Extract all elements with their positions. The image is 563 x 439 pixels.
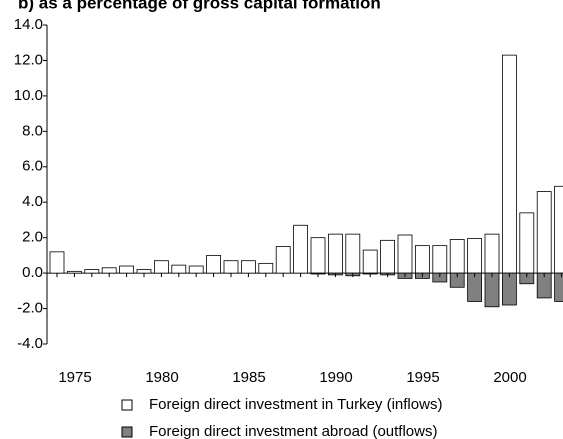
- bar: [554, 185, 563, 274]
- y-tick-label: -2.0: [17, 300, 43, 317]
- x-tick-label: 1980: [145, 369, 178, 386]
- bar: [136, 269, 152, 274]
- bar: [223, 260, 239, 274]
- bar: [171, 264, 187, 274]
- x-tick-label: 1985: [232, 369, 265, 386]
- bar: [84, 269, 100, 274]
- y-tick-label: 12.0: [14, 51, 43, 68]
- x-tick-label: 1990: [319, 369, 352, 386]
- bar: [345, 233, 361, 274]
- bar: [153, 260, 169, 274]
- bar: [67, 270, 82, 274]
- chart-title: b) as a percentage of gross capital form…: [18, 0, 381, 12]
- y-tick-label: 2.0: [22, 229, 43, 246]
- bar: [501, 54, 517, 274]
- y-tick-label: 4.0: [22, 193, 43, 210]
- bar: [554, 272, 563, 302]
- bar: [536, 191, 552, 274]
- bar: [206, 254, 222, 274]
- y-tick-label: 14.0: [14, 16, 43, 33]
- bar: [414, 245, 430, 274]
- bar: [101, 267, 117, 274]
- y-tick-label: 10.0: [14, 87, 43, 104]
- bar: [467, 238, 483, 274]
- y-tick-label: 8.0: [22, 122, 43, 139]
- bar: [327, 233, 343, 274]
- x-tick-label: 1995: [406, 369, 439, 386]
- legend-swatch: [121, 426, 133, 438]
- bar: [258, 262, 274, 274]
- bar: [310, 237, 326, 274]
- bar: [362, 249, 378, 274]
- bar: [484, 272, 500, 308]
- legend-label: Foreign direct investment in Turkey (inf…: [149, 396, 442, 413]
- legend-swatch: [121, 399, 133, 411]
- x-tick-label: 2000: [493, 369, 526, 386]
- bar: [240, 260, 256, 274]
- bar: [293, 224, 309, 274]
- y-tick-label: 6.0: [22, 158, 43, 175]
- bar: [397, 234, 413, 274]
- bar: [449, 239, 465, 274]
- y-tick-label: 0.0: [22, 264, 43, 281]
- bar: [49, 251, 65, 274]
- bar: [432, 245, 448, 274]
- bar: [501, 272, 517, 306]
- x-tick-label: 1975: [58, 369, 91, 386]
- bar: [484, 233, 500, 274]
- bar: [519, 212, 535, 274]
- bar: [380, 239, 396, 274]
- bar: [467, 272, 483, 302]
- bar: [275, 246, 291, 274]
- bar: [119, 265, 134, 274]
- legend-label: Foreign direct investment abroad (outflo…: [149, 423, 437, 439]
- bar: [188, 265, 204, 274]
- y-tick-label: -4.0: [17, 335, 43, 352]
